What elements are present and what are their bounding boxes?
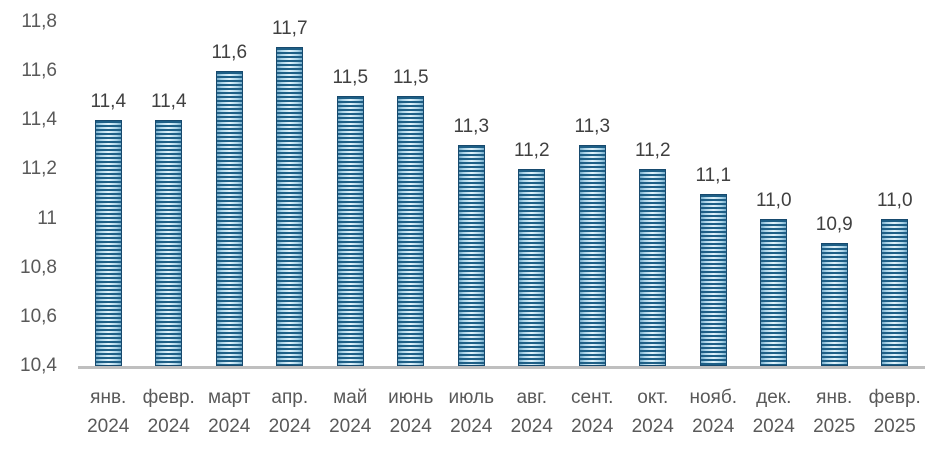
x-axis-label-year: 2025 — [813, 416, 856, 437]
bar-value-label: 11,4 — [150, 91, 187, 113]
bar-февр.-2025 — [881, 218, 909, 366]
bar-value-label: 11,5 — [392, 66, 429, 88]
y-tick-label: 11 — [37, 207, 57, 229]
y-tick-label: 10,4 — [20, 355, 57, 376]
bar-value-label: 11,1 — [695, 165, 732, 186]
x-axis-label-year: 2024 — [450, 416, 493, 437]
y-tick-label: 11,6 — [21, 60, 57, 82]
bar-value-label: 10,9 — [815, 214, 853, 236]
y-tick-label: 10,6 — [20, 305, 57, 327]
x-axis-label-year: 2024 — [329, 416, 372, 437]
x-axis-label: июль 2024 — [441, 383, 502, 441]
bar-янв.-2024 — [94, 120, 122, 366]
bar-value-label: 11,7 — [271, 17, 308, 39]
bar-value-label: 11,6 — [211, 42, 248, 64]
x-axis-label: янв. 2025 — [804, 383, 865, 441]
bar-нояб.-2024 — [699, 194, 727, 366]
x-axis-label-month: дек. — [756, 387, 792, 408]
bar-май-2024 — [336, 95, 364, 366]
x-axis-label-month: июнь — [388, 387, 434, 408]
x-axis-label-year: 2024 — [87, 416, 130, 437]
x-axis-label-month: сент. — [571, 387, 614, 408]
x-axis-label: дек. 2024 — [744, 383, 805, 441]
x-axis-label-year: 2024 — [571, 416, 614, 437]
bar-value-label: 11,2 — [634, 140, 671, 162]
x-axis-label-month: май — [333, 387, 368, 408]
bar-июль-2024 — [457, 144, 485, 366]
bar-value-label: 11,0 — [876, 189, 913, 211]
bar-март-2024 — [215, 71, 243, 366]
bar-value-label: 11,3 — [574, 115, 611, 137]
bar-авг.-2024 — [518, 169, 546, 366]
bar-value-label: 11,3 — [453, 115, 490, 137]
y-tick-label: 11,2 — [21, 158, 57, 180]
bar-янв.-2025 — [820, 243, 848, 366]
x-axis-label: апр. 2024 — [260, 383, 321, 441]
x-axis-label-year: 2024 — [752, 416, 795, 437]
x-axis-line — [78, 366, 925, 369]
x-axis-label-month: окт. — [637, 387, 669, 408]
y-tick-label: 10,8 — [20, 256, 57, 278]
x-axis-label-month: нояб. — [689, 387, 737, 408]
x-axis-label: февр. 2024 — [139, 383, 200, 441]
x-axis-label-month: июль — [448, 387, 494, 408]
x-axis-label-month: янв. — [90, 387, 127, 408]
bar-value-label: 11,0 — [755, 189, 792, 211]
bar-дек.-2024 — [760, 218, 788, 366]
x-axis-label-month: апр. — [271, 387, 309, 408]
x-axis-label-month: янв. — [816, 387, 853, 408]
x-axis-label: авг. 2024 — [502, 383, 563, 441]
bar-value-label: 11,2 — [513, 140, 550, 162]
x-axis-label: сент. 2024 — [562, 383, 623, 441]
x-axis-label-year: 2024 — [208, 416, 251, 437]
x-axis-label: февр. 2025 — [865, 383, 926, 441]
x-axis-label: янв. 2024 — [78, 383, 139, 441]
x-axis-label-month: февр. — [868, 387, 921, 408]
x-axis-label: март 2024 — [199, 383, 260, 441]
x-axis-label: окт. 2024 — [623, 383, 684, 441]
x-axis-label-year: 2025 — [873, 416, 916, 437]
bar-окт.-2024 — [639, 169, 667, 366]
x-axis-label-month: авг. — [516, 387, 548, 408]
x-axis-label-month: февр. — [142, 387, 195, 408]
bar-апр.-2024 — [276, 46, 304, 366]
bar-value-label: 11,4 — [90, 91, 127, 113]
bar-июнь-2024 — [397, 95, 425, 366]
bar-value-label: 11,5 — [332, 66, 369, 88]
x-axis-label-year: 2024 — [510, 416, 553, 437]
bar-сент.-2024 — [578, 144, 606, 366]
bar-февр.-2024 — [155, 120, 183, 366]
x-axis-label: май 2024 — [320, 383, 381, 441]
x-axis-label-year: 2024 — [389, 416, 432, 437]
x-axis-label-year: 2024 — [631, 416, 674, 437]
x-axis-label-year: 2024 — [692, 416, 735, 437]
x-axis-label: июнь 2024 — [381, 383, 442, 441]
y-tick-label: 11,4 — [21, 109, 57, 131]
x-axis-label-month: март — [208, 387, 251, 408]
x-axis-label-year: 2024 — [268, 416, 311, 437]
x-axis-label: нояб. 2024 — [683, 383, 744, 441]
x-axis-label-year: 2024 — [147, 416, 190, 437]
y-tick-label: 11,8 — [21, 11, 57, 32]
